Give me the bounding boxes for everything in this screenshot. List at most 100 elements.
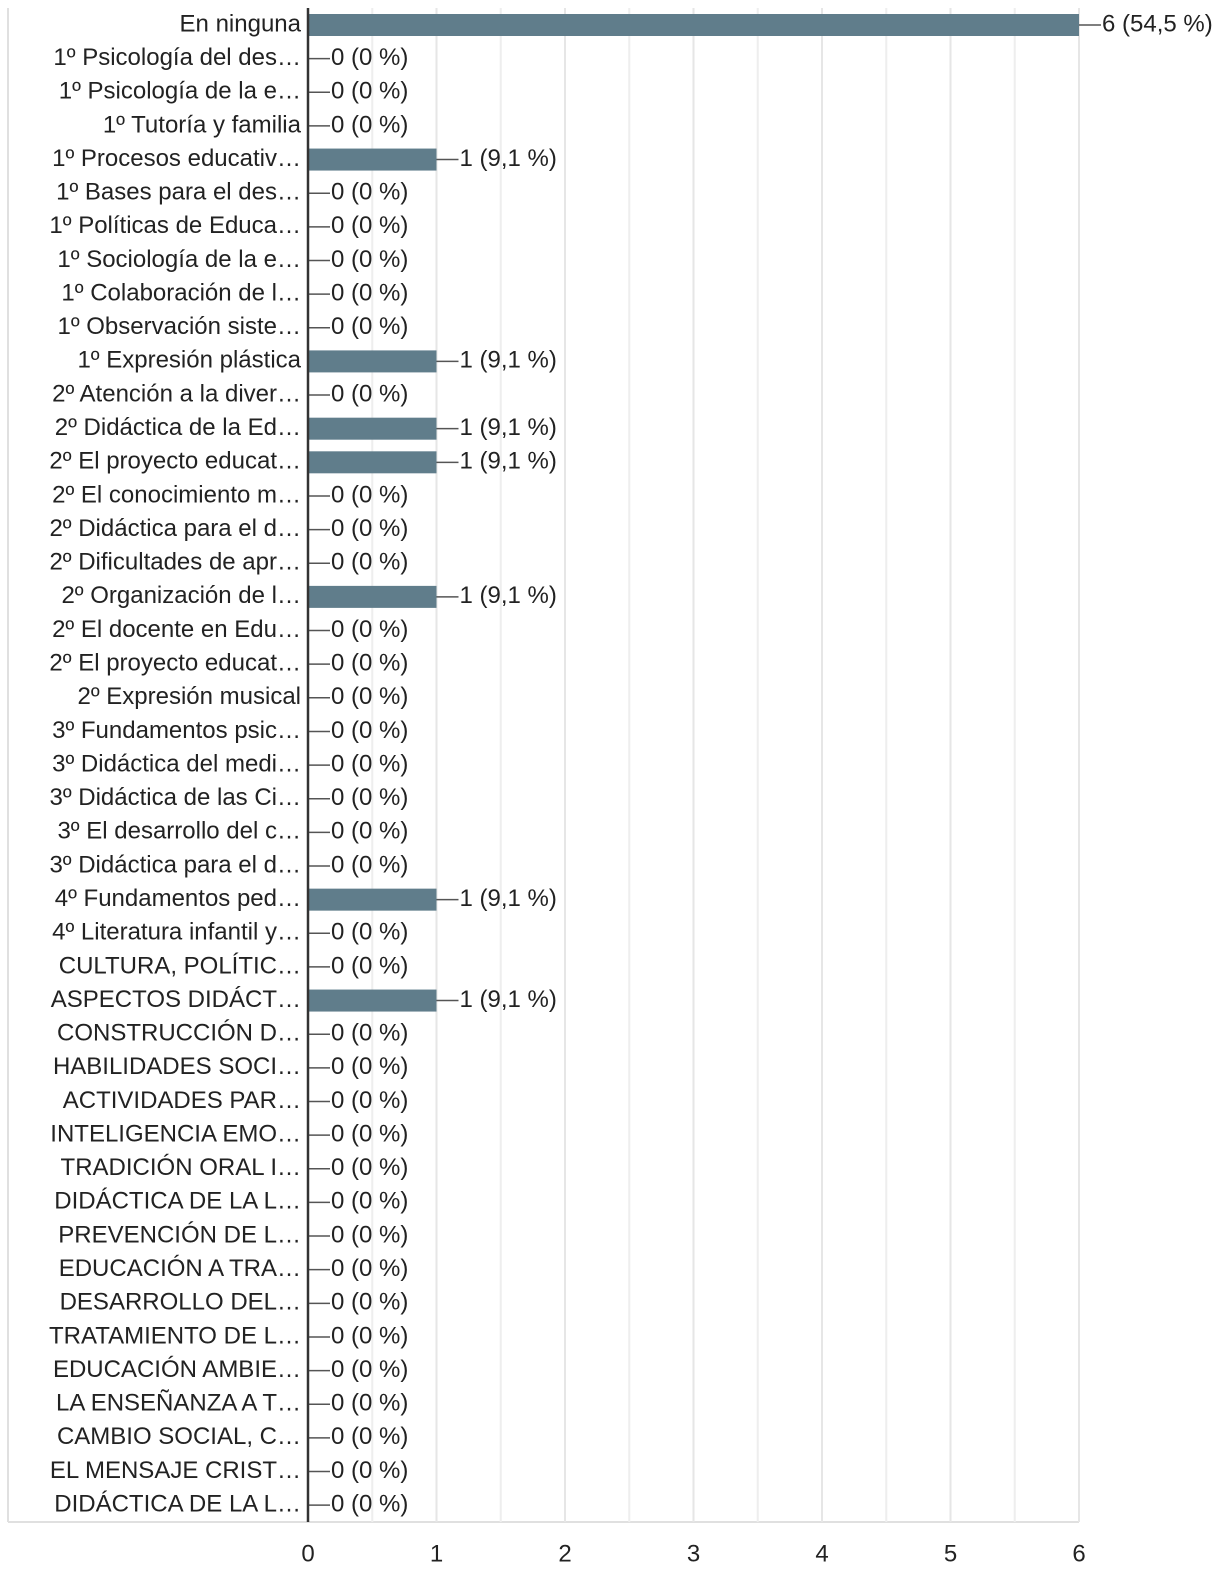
y-tick-label: 3º El desarrollo del c…	[57, 818, 301, 845]
y-tick-label: TRATAMIENTO DE L…	[49, 1322, 301, 1349]
bar	[308, 14, 1079, 36]
y-tick-label: CONSTRUCCIÓN D…	[57, 1020, 301, 1047]
y-tick-label: 2º El docente en Edu…	[52, 616, 301, 643]
y-tick-label: 1º Colaboración de l…	[61, 279, 301, 306]
value-label: 0 (0 %)	[331, 481, 408, 508]
y-tick-label: 1º Psicología de la e…	[59, 78, 301, 105]
value-label: 0 (0 %)	[331, 1154, 408, 1181]
value-label: 1 (9,1 %)	[460, 986, 557, 1013]
y-tick-label: 3º Didáctica para el d…	[49, 851, 301, 878]
y-tick-label: ASPECTOS DIDÁCT…	[51, 986, 301, 1013]
value-label: 0 (0 %)	[331, 515, 408, 542]
y-tick-label: PREVENCIÓN DE L…	[58, 1221, 301, 1248]
y-tick-label: CAMBIO SOCIAL, C…	[57, 1423, 301, 1450]
value-label: 0 (0 %)	[331, 279, 408, 306]
y-tick-label: INTELIGENCIA EMO…	[50, 1120, 301, 1147]
y-tick-label: 2º Expresión musical	[77, 683, 301, 710]
value-label: 0 (0 %)	[331, 1053, 408, 1080]
y-tick-label: 4º Literatura infantil y…	[52, 919, 301, 946]
bar	[308, 451, 437, 474]
value-label: 0 (0 %)	[331, 717, 408, 744]
y-tick-label: 1º Psicología del des…	[53, 44, 301, 71]
y-tick-label: 2º Dificultades de apr…	[49, 549, 301, 576]
y-tick-label: EL MENSAJE CRIST…	[50, 1457, 301, 1484]
y-tick-label: ACTIVIDADES PAR…	[63, 1087, 301, 1114]
y-tick-label: 2º El proyecto educat…	[49, 448, 301, 475]
y-tick-label: 1º Expresión plástica	[77, 347, 301, 374]
value-label: 0 (0 %)	[331, 616, 408, 643]
y-tick-label: 2º Organización de l…	[61, 582, 301, 609]
value-label: 1 (9,1 %)	[460, 414, 557, 441]
y-tick-label: CULTURA, POLÍTIC…	[59, 952, 301, 979]
value-label: 0 (0 %)	[331, 1120, 408, 1147]
value-label: 0 (0 %)	[331, 1322, 408, 1349]
value-label: 0 (0 %)	[331, 111, 408, 138]
x-tick-label: 0	[301, 1540, 314, 1567]
bar	[308, 148, 437, 171]
y-tick-label: LA ENSEÑANZA A T…	[56, 1390, 301, 1417]
value-label: 0 (0 %)	[331, 1289, 408, 1316]
y-tick-label: DIDÁCTICA DE LA L…	[54, 1491, 301, 1518]
bar	[308, 585, 437, 608]
value-label: 0 (0 %)	[331, 1221, 408, 1248]
value-label: 0 (0 %)	[331, 313, 408, 340]
y-tick-label: En ninguna	[180, 10, 302, 37]
y-tick-label: 1º Tutoría y familia	[103, 111, 302, 138]
value-label: 0 (0 %)	[331, 818, 408, 845]
y-tick-label: 2º Didáctica de la Ed…	[55, 414, 301, 441]
value-label: 0 (0 %)	[331, 650, 408, 677]
value-label: 0 (0 %)	[331, 851, 408, 878]
y-tick-label: 2º Atención a la diver…	[52, 380, 301, 407]
bar	[308, 989, 437, 1012]
value-label: 1 (9,1 %)	[460, 582, 557, 609]
y-tick-label: DIDÁCTICA DE LA L…	[54, 1188, 301, 1215]
value-label: 0 (0 %)	[331, 1457, 408, 1484]
y-tick-label: 1º Políticas de Educa…	[49, 212, 301, 239]
value-label: 1 (9,1 %)	[460, 448, 557, 475]
y-tick-label: DESARROLLO DEL…	[60, 1289, 301, 1316]
value-label: 0 (0 %)	[331, 1390, 408, 1417]
value-label: 0 (0 %)	[331, 380, 408, 407]
value-label: 0 (0 %)	[331, 1020, 408, 1047]
bar	[308, 350, 437, 373]
y-tick-label: TRADICIÓN ORAL I…	[61, 1154, 301, 1181]
value-label: 0 (0 %)	[331, 78, 408, 105]
y-tick-label: 1º Procesos educativ…	[52, 145, 301, 172]
x-tick-label: 1	[430, 1540, 443, 1567]
value-label: 0 (0 %)	[331, 919, 408, 946]
y-tick-label: EDUCACIÓN A TRA…	[59, 1255, 301, 1282]
value-label: 0 (0 %)	[331, 179, 408, 206]
value-label: 0 (0 %)	[331, 952, 408, 979]
x-tick-label: 6	[1072, 1540, 1085, 1567]
y-tick-label: 1º Sociología de la e…	[57, 246, 301, 273]
y-tick-label: 2º El proyecto educat…	[49, 650, 301, 677]
y-tick-label: 2º Didáctica para el d…	[49, 515, 301, 542]
bar	[308, 888, 437, 911]
y-tick-label: HABILIDADES SOCI…	[53, 1053, 301, 1080]
value-label: 0 (0 %)	[331, 1255, 408, 1282]
value-label: 0 (0 %)	[331, 1087, 408, 1114]
value-label: 0 (0 %)	[331, 1423, 408, 1450]
y-tick-label: 3º Didáctica de las Ci…	[49, 784, 301, 811]
value-label: 0 (0 %)	[331, 1491, 408, 1518]
x-tick-label: 4	[815, 1540, 828, 1567]
bar	[308, 417, 437, 440]
value-label: 0 (0 %)	[331, 44, 408, 71]
y-tick-label: 3º Fundamentos psic…	[52, 717, 301, 744]
y-tick-label: 1º Bases para el des…	[56, 179, 301, 206]
value-label: 1 (9,1 %)	[460, 145, 557, 172]
value-label: 0 (0 %)	[331, 784, 408, 811]
y-tick-label: 3º Didáctica del medi…	[52, 750, 301, 777]
value-label: 0 (0 %)	[331, 246, 408, 273]
value-label: 1 (9,1 %)	[460, 347, 557, 374]
x-tick-label: 2	[558, 1540, 571, 1567]
y-tick-label: 2º El conocimiento m…	[52, 481, 301, 508]
value-label: 0 (0 %)	[331, 549, 408, 576]
value-label: 1 (9,1 %)	[460, 885, 557, 912]
y-tick-label: 1º Observación siste…	[57, 313, 301, 340]
value-label: 0 (0 %)	[331, 683, 408, 710]
value-label: 0 (0 %)	[331, 750, 408, 777]
value-label: 0 (0 %)	[331, 1188, 408, 1215]
x-tick-label: 5	[944, 1540, 957, 1567]
x-tick-label: 3	[687, 1540, 700, 1567]
